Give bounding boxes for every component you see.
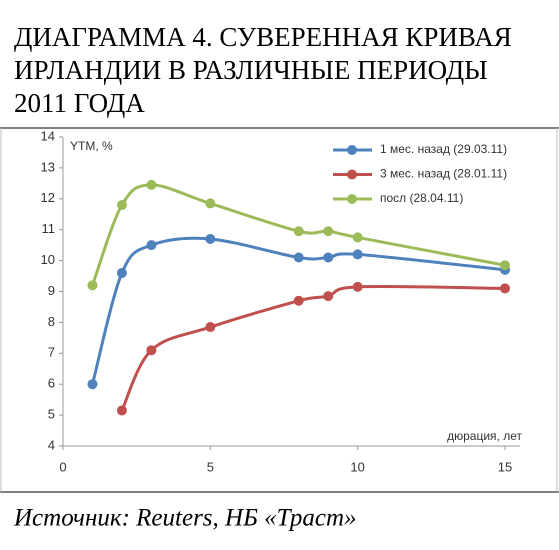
legend-label: 3 мес. назад (28.01.11) — [380, 167, 507, 181]
y-tick-label: 9 — [48, 283, 55, 298]
point — [500, 283, 510, 294]
y-tick-label: 6 — [48, 376, 55, 391]
point — [87, 379, 98, 390]
chart-title: ИРЛАНДИИ В РАЗЛИЧНЫЕ ПЕРИОДЫ — [14, 55, 488, 85]
legend-label: посл (28.04.11) — [380, 191, 463, 205]
point — [146, 345, 157, 356]
x-tick-label: 5 — [207, 459, 214, 474]
y-tick-label: 11 — [42, 221, 56, 236]
legend-marker — [347, 145, 357, 155]
x-tick-label: 0 — [59, 459, 66, 474]
chart-title: 2011 ГОДА — [14, 88, 145, 118]
point — [323, 291, 334, 302]
point — [116, 267, 127, 278]
point — [352, 281, 363, 292]
point — [146, 179, 157, 190]
chart-title: ДИАГРАММА 4. СУВЕРЕННАЯ КРИВАЯ — [14, 22, 512, 52]
point — [323, 252, 334, 263]
source: Источник: Reuters, НБ «Траст» — [13, 505, 357, 532]
y-tick-label: 10 — [41, 252, 55, 267]
point — [352, 232, 363, 243]
y-tick-label: 12 — [41, 190, 55, 205]
x-tick-label: 15 — [498, 459, 512, 474]
x-tick-label: 10 — [350, 459, 364, 474]
point — [205, 322, 216, 333]
point — [293, 252, 304, 263]
y-tick-label: 4 — [48, 437, 55, 452]
legend-marker — [347, 194, 357, 204]
point — [293, 295, 304, 306]
point — [146, 240, 157, 251]
point — [116, 405, 127, 416]
series-line — [120, 285, 506, 412]
y-tick-label: 8 — [48, 314, 55, 329]
legend-label: 1 мес. назад (29.03.11) — [380, 142, 507, 156]
point — [116, 199, 127, 210]
y-tick-label: 7 — [48, 345, 55, 360]
x-axis-label: дюрация, лет — [447, 429, 522, 443]
point — [87, 280, 98, 291]
y-tick-label: 13 — [41, 159, 55, 174]
point — [323, 226, 334, 237]
point — [293, 226, 304, 237]
y-tick-label: 14 — [41, 128, 55, 143]
point — [205, 233, 216, 244]
y-axis-label: YTM, % — [70, 139, 113, 153]
point — [352, 249, 363, 260]
point — [500, 260, 510, 271]
legend-marker — [347, 169, 357, 180]
y-tick-label: 5 — [48, 407, 55, 422]
point — [205, 198, 216, 209]
